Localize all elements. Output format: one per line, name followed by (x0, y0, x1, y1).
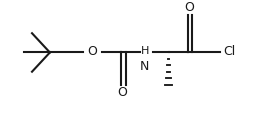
Text: O: O (87, 45, 97, 58)
Text: Cl: Cl (224, 45, 236, 58)
Text: N: N (140, 60, 149, 73)
Text: H: H (140, 46, 149, 56)
Text: O: O (184, 1, 194, 14)
Text: O: O (118, 86, 127, 99)
